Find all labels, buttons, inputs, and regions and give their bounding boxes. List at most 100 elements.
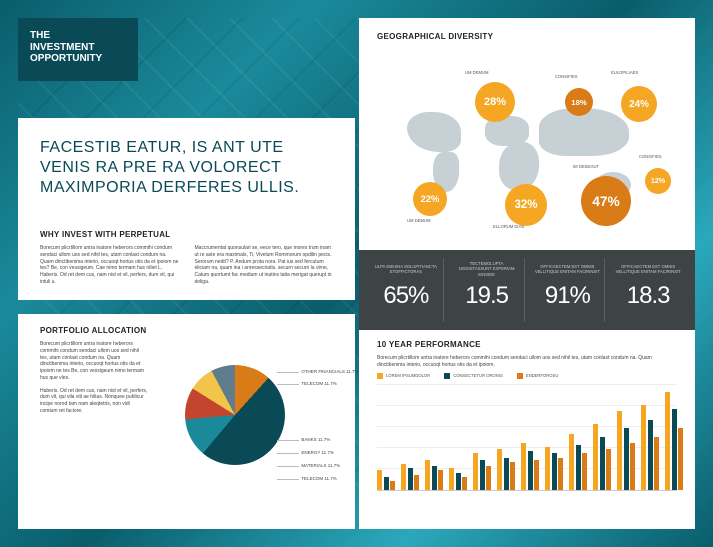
bar-group <box>593 424 611 490</box>
pie-graphic <box>185 365 285 465</box>
bar-group <box>569 434 587 489</box>
bar <box>654 437 659 490</box>
pie-legend-item: TELECOM 11.7% <box>301 476 336 481</box>
bar-group <box>401 464 419 489</box>
bar <box>449 468 454 489</box>
bar-group <box>545 447 563 489</box>
bar <box>606 449 611 489</box>
stat-value: 91% <box>535 282 601 310</box>
key-stats-panel: ULPA DIEISNA SOLUPITIANCTA ETOFFICTORAS 6… <box>359 250 695 330</box>
map-bubble-caption: EULOPILIAES <box>611 70 638 75</box>
legend-leader-line <box>277 479 299 480</box>
stat-value: 18.3 <box>615 282 681 310</box>
perf-legend: LOREM IPSUMDOLOR CONSECTETUR ORONIS ENDERF… <box>377 373 677 379</box>
world-map: 28%UM DEMUM18%CONSIFIES24%EULOPILIAES22%… <box>389 68 665 208</box>
bar <box>486 466 491 489</box>
legend-leader-line <box>277 466 299 467</box>
legend-label: CONSECTETUR ORONIS <box>453 373 503 378</box>
legend-label: LOREM IPSUMDOLOR <box>386 373 430 378</box>
why-invest-panel: WHY INVEST WITH PERPETUAL Borecum plicrt… <box>18 218 355 300</box>
bar <box>521 443 526 490</box>
map-bubble-caption: ELLORUM DIAS <box>493 224 524 229</box>
stat-value: 19.5 <box>454 282 520 310</box>
perf-text: Borecum plicrtillom untra inatore hebero… <box>377 355 677 369</box>
legend-swatch <box>517 373 523 379</box>
title-line-3: OPPORTUNITY <box>30 53 126 65</box>
legend-leader-line <box>277 453 299 454</box>
page-right: GEOGRAPHICAL DIVERSITY 28%UM DEMUM18%CON… <box>359 18 695 529</box>
bar <box>390 481 395 489</box>
pie-legend-item: TELECOM 11.7% <box>301 381 336 386</box>
map-bubble-caption: UM DEMUM <box>465 70 489 75</box>
bar <box>545 447 550 489</box>
page-left: THE INVESTMENT OPPORTUNITY FACESTIB EATU… <box>18 18 355 529</box>
bar <box>617 411 622 489</box>
legend-label: ENDERFOROSU <box>526 373 559 378</box>
title-line-1: THE <box>30 30 126 42</box>
map-bubble-caption: CONSIFIES <box>555 74 578 79</box>
stat-caption: ULPA DIEISNA SOLUPITIANCTA ETOFFICTORAS <box>373 260 439 278</box>
bar <box>401 464 406 489</box>
bar <box>630 443 635 490</box>
bar <box>425 460 430 490</box>
bar <box>377 470 382 489</box>
stat-caption: TECTEMOLUPTA NISSISTASSUNT EXPERIAM EINS… <box>454 260 520 278</box>
bar <box>414 475 419 490</box>
bar-group <box>449 468 467 489</box>
legend-leader-line <box>277 372 299 373</box>
bar-group <box>665 392 683 490</box>
bar-group <box>425 460 443 490</box>
legend-swatch <box>444 373 450 379</box>
map-bubble: 28% <box>475 82 515 122</box>
bar <box>504 458 509 490</box>
map-heading: GEOGRAPHICAL DIVERSITY <box>377 32 677 41</box>
map-bubble: 32% <box>505 184 547 226</box>
stat-value: 65% <box>373 282 439 310</box>
bar <box>552 453 557 489</box>
bar <box>497 449 502 489</box>
headline: FACESTIB EATUR, IS ANT UTE VENIS RA PRE … <box>40 138 333 198</box>
stat-caption: OFFICAECTEM EST OMNIS VELLITIQUE ENITAM … <box>615 260 681 278</box>
map-bubble-caption: CONSIFIES <box>639 154 662 159</box>
bar <box>569 434 574 489</box>
why-col-1: Borecum plicrtillom untra inatore hebero… <box>40 245 179 286</box>
bar <box>480 460 485 490</box>
portfolio-text-2: Haberis. Od ret dem cus, nam nist et vil… <box>40 388 147 415</box>
why-col-2: Maccrumentat quonsulari se, eece tero, q… <box>195 245 334 286</box>
pie-legend-item: ENERGY 11.7% <box>301 450 334 455</box>
stat-box: ULPA DIEISNA SOLUPITIANCTA ETOFFICTORAS 6… <box>369 258 444 322</box>
bar-chart <box>377 385 677 501</box>
bar <box>510 462 515 490</box>
bar <box>558 458 563 490</box>
bar <box>648 420 653 490</box>
performance-panel: 10 YEAR PERFORMANCE Borecum plicrtillom … <box>359 330 695 529</box>
brochure-spread: THE INVESTMENT OPPORTUNITY FACESTIB EATU… <box>0 0 713 547</box>
pie-legend-item: BANKS 11.7% <box>301 437 330 442</box>
portfolio-text-1: Borecum plicrtillom untra inatore hebero… <box>40 341 147 382</box>
bar <box>672 409 677 490</box>
bar <box>462 477 467 490</box>
pie-chart: OTHER FINANCIALS 11.7%TELECOM 11.7%BANKS… <box>161 341 333 514</box>
legend-leader-line <box>277 440 299 441</box>
portfolio-heading: PORTFOLIO ALLOCATION <box>40 326 333 335</box>
bar <box>456 473 461 490</box>
why-heading: WHY INVEST WITH PERPETUAL <box>40 230 333 239</box>
bar-group <box>641 405 659 490</box>
bar <box>576 445 581 490</box>
map-bubble: 24% <box>621 86 657 122</box>
bar <box>624 428 629 489</box>
legend-item: LOREM IPSUMDOLOR <box>377 373 430 379</box>
portfolio-panel: PORTFOLIO ALLOCATION Borecum plicrtillom… <box>18 314 355 529</box>
legend-item: CONSECTETUR ORONIS <box>444 373 503 379</box>
map-bubble: 47% <box>581 176 631 226</box>
stat-box: TECTEMOLUPTA NISSISTASSUNT EXPERIAM EINS… <box>450 258 525 322</box>
map-bubble-caption: IM DESEOUT <box>573 164 599 169</box>
perf-heading: 10 YEAR PERFORMANCE <box>377 340 677 349</box>
bar <box>384 477 389 490</box>
map-bubble: 22% <box>413 182 447 216</box>
stat-box: OFFICAECTEM EST OMNIS VELLITIQUE ENITAM … <box>531 258 606 322</box>
pie-legend-item: OTHER FINANCIALS 11.7% <box>301 369 358 374</box>
map-bubble: 12% <box>645 168 671 194</box>
bar-group <box>521 443 539 490</box>
bar <box>641 405 646 490</box>
